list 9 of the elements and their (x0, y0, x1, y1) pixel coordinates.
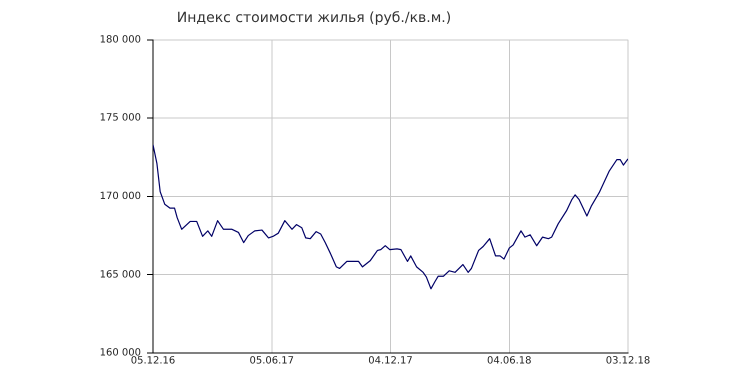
y-tick-label: 180 000 (100, 34, 141, 46)
y-tick-label: 165 000 (100, 269, 141, 280)
chart-title: Индекс стоимости жилья (руб./кв.м.) (176, 10, 452, 26)
x-tick-label: 03.12.18 (606, 356, 650, 367)
x-tick-label: 05.06.17 (249, 356, 294, 367)
x-tick-label: 04.12.17 (368, 356, 413, 367)
y-tick-label: 175 000 (100, 112, 141, 124)
x-tick-label: 04.06.18 (486, 356, 532, 367)
y-tick-label: 170 000 (100, 190, 141, 202)
